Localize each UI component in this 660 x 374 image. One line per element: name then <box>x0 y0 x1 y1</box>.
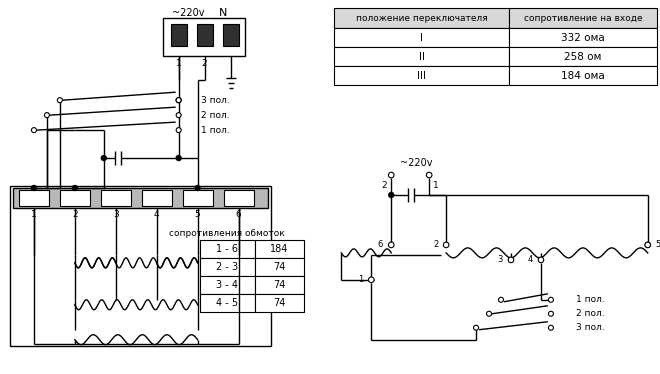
Text: 2: 2 <box>202 59 207 68</box>
Bar <box>199 276 255 294</box>
Bar <box>335 47 509 66</box>
Text: II: II <box>418 52 424 62</box>
Circle shape <box>645 242 650 247</box>
Circle shape <box>548 311 554 316</box>
Circle shape <box>176 98 181 103</box>
Text: N: N <box>218 8 227 18</box>
Bar <box>509 66 657 85</box>
Text: сопротивления обмоток: сопротивления обмоток <box>169 229 285 238</box>
Text: 184: 184 <box>270 244 288 254</box>
Bar <box>255 276 304 294</box>
Text: 2: 2 <box>381 181 387 190</box>
Text: ~220v: ~220v <box>172 8 205 18</box>
Text: 2: 2 <box>72 211 78 220</box>
Text: 2 пол.: 2 пол. <box>576 309 605 318</box>
Text: 1 пол.: 1 пол. <box>201 126 230 135</box>
Circle shape <box>426 172 432 178</box>
Bar <box>509 47 657 66</box>
Bar <box>101 190 131 206</box>
Circle shape <box>548 325 554 330</box>
Text: 3 пол.: 3 пол. <box>576 323 605 332</box>
Bar <box>197 24 213 46</box>
Text: 4 - 5: 4 - 5 <box>216 298 238 308</box>
Bar <box>183 190 213 206</box>
Text: 4: 4 <box>528 255 533 264</box>
Bar <box>509 28 657 47</box>
Bar <box>509 8 657 28</box>
Circle shape <box>444 242 449 248</box>
Text: 1: 1 <box>358 275 363 284</box>
Circle shape <box>548 297 554 302</box>
Circle shape <box>176 156 181 160</box>
Text: положение переключателя: положение переключателя <box>356 14 488 23</box>
Bar <box>255 258 304 276</box>
Text: 1: 1 <box>31 211 37 220</box>
Bar <box>171 24 187 46</box>
Bar <box>10 186 271 346</box>
Bar <box>255 294 304 312</box>
Circle shape <box>57 98 63 103</box>
Text: 74: 74 <box>273 280 286 290</box>
Bar <box>255 240 304 258</box>
Circle shape <box>389 172 394 178</box>
Text: 3 пол.: 3 пол. <box>201 96 230 105</box>
Text: 74: 74 <box>273 262 286 272</box>
Bar <box>335 8 509 28</box>
Text: 6: 6 <box>378 240 383 249</box>
Circle shape <box>195 186 200 190</box>
Circle shape <box>368 277 374 283</box>
Circle shape <box>389 193 394 197</box>
Text: 1 - 6: 1 - 6 <box>216 244 238 254</box>
Bar <box>13 188 269 208</box>
Circle shape <box>508 257 513 263</box>
Text: 184 ома: 184 ома <box>561 71 605 81</box>
Bar <box>199 258 255 276</box>
Text: 3: 3 <box>113 211 119 220</box>
Circle shape <box>645 242 651 248</box>
Text: 332 ома: 332 ома <box>561 33 605 43</box>
Text: 74: 74 <box>273 298 286 308</box>
Circle shape <box>44 113 50 118</box>
Text: 1 пол.: 1 пол. <box>576 295 605 304</box>
Text: 1: 1 <box>433 181 439 190</box>
Circle shape <box>474 325 478 330</box>
Circle shape <box>176 98 181 103</box>
Circle shape <box>32 128 36 133</box>
Bar <box>142 190 172 206</box>
Text: сопротивление на входе: сопротивление на входе <box>523 14 642 23</box>
Text: 6: 6 <box>236 211 242 220</box>
Bar <box>19 190 49 206</box>
Bar <box>199 240 255 258</box>
Circle shape <box>498 297 504 302</box>
Text: 3 - 4: 3 - 4 <box>216 280 238 290</box>
Bar <box>162 18 244 56</box>
Text: 1: 1 <box>176 59 182 68</box>
Bar <box>199 294 255 312</box>
Text: I: I <box>420 33 423 43</box>
Bar <box>222 24 238 46</box>
Text: 2 пол.: 2 пол. <box>201 111 229 120</box>
Text: 5: 5 <box>195 211 201 220</box>
Circle shape <box>538 257 544 263</box>
Bar <box>335 28 509 47</box>
Bar <box>335 66 509 85</box>
Text: 5: 5 <box>656 240 660 249</box>
Text: 2: 2 <box>433 240 438 249</box>
Circle shape <box>176 113 181 118</box>
Bar <box>60 190 90 206</box>
Text: 3: 3 <box>498 255 503 264</box>
Text: III: III <box>417 71 426 81</box>
Text: ~220v: ~220v <box>400 158 432 168</box>
Circle shape <box>32 186 36 190</box>
Circle shape <box>73 186 77 190</box>
Circle shape <box>176 128 181 133</box>
Bar <box>224 190 253 206</box>
Circle shape <box>101 156 106 160</box>
Text: 2 - 3: 2 - 3 <box>216 262 238 272</box>
Text: 4: 4 <box>154 211 160 220</box>
Text: 258 ом: 258 ом <box>564 52 601 62</box>
Circle shape <box>389 242 394 248</box>
Circle shape <box>486 311 492 316</box>
